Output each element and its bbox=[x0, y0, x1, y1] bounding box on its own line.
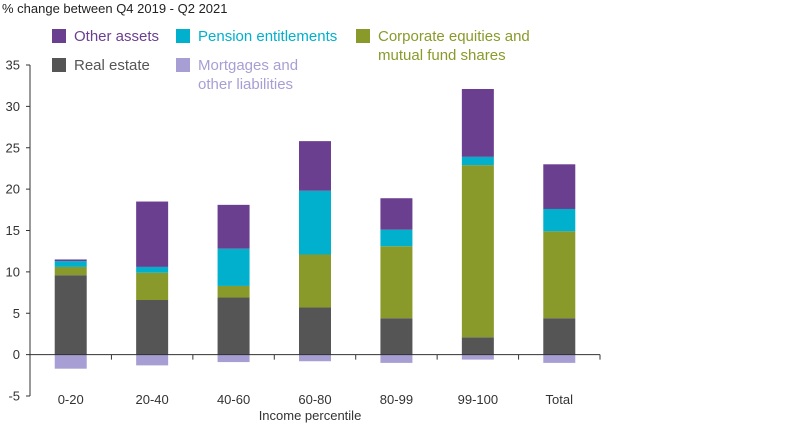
x-tick-label: 80-99 bbox=[380, 392, 413, 407]
legend-item-mortgages: Mortgages and other liabilities bbox=[176, 56, 298, 94]
bar-segment-80-99-series-1 bbox=[380, 246, 413, 319]
legend-item-real-estate: Real estate bbox=[52, 56, 150, 75]
bar-segment-60-80-series-2 bbox=[299, 190, 331, 255]
legend-item-corporate-equities: Corporate equities and mutual fund share… bbox=[356, 27, 530, 65]
legend-label-real-estate: Real estate bbox=[74, 57, 150, 74]
x-tick-label: 99-100 bbox=[458, 392, 498, 407]
bar-segment-99-100-series-1 bbox=[461, 165, 494, 338]
bar-segment-20-40-series-0 bbox=[136, 300, 169, 355]
bar-segment-0-20-series-0 bbox=[54, 275, 87, 355]
y-axis: 35 30 25 20 15 10 5 0 -5 bbox=[6, 58, 31, 404]
bar-segment-60-80-series-0 bbox=[299, 307, 331, 355]
x-axis: 0-20 20-40 40-60 60-80 80-99 99-100 Total bbox=[29, 354, 601, 407]
y-axis-title: % change between Q4 2019 - Q2 2021 bbox=[2, 1, 228, 16]
bar-segment-99-100-series-0 bbox=[461, 337, 494, 355]
legend-swatch-mortgages bbox=[176, 58, 190, 72]
bar-segment-20-40-series-2 bbox=[136, 266, 169, 273]
legend-swatch-corporate-equities bbox=[356, 29, 370, 43]
x-axis-title: Income percentile bbox=[258, 408, 362, 423]
legend-swatch-real-estate bbox=[52, 58, 66, 72]
legend-swatch-other-assets bbox=[52, 29, 66, 43]
bar-segment-0-20-series-2 bbox=[54, 261, 87, 267]
bar-segment-40-60-series-1 bbox=[217, 285, 250, 298]
y-tick-label: 10 bbox=[6, 264, 20, 279]
y-tick-label: 25 bbox=[6, 140, 20, 155]
legend-label-other-assets: Other assets bbox=[74, 28, 160, 45]
bar-segment-0-20-series-4 bbox=[54, 354, 87, 369]
bar-segment-99-100-series-2 bbox=[461, 156, 494, 166]
bar-segment-60-80-series-1 bbox=[299, 254, 331, 308]
bar-segment-40-60-series-4 bbox=[217, 354, 250, 363]
y-tick-label: -5 bbox=[8, 389, 20, 404]
x-tick-label: 60-80 bbox=[298, 392, 331, 407]
bar-segment-20-40-series-4 bbox=[136, 354, 169, 366]
bar-segment-40-60-series-0 bbox=[217, 297, 250, 355]
bar-segment-total-series-2 bbox=[543, 208, 576, 232]
bar-segment-total-series-4 bbox=[543, 354, 576, 363]
bars bbox=[54, 88, 576, 369]
bar-segment-99-100-series-3 bbox=[461, 88, 494, 157]
x-tick-label: 20-40 bbox=[136, 392, 169, 407]
bar-segment-60-80-series-4 bbox=[299, 354, 331, 362]
bar-segment-total-series-1 bbox=[543, 231, 576, 319]
bar-segment-20-40-series-3 bbox=[136, 201, 169, 267]
y-tick-label: 30 bbox=[6, 99, 20, 114]
bar-segment-20-40-series-1 bbox=[136, 272, 169, 301]
x-tick-label: 0-20 bbox=[58, 392, 84, 407]
x-tick-label: Total bbox=[546, 392, 574, 407]
bar-segment-40-60-series-2 bbox=[217, 248, 250, 286]
bar-segment-0-20-series-3 bbox=[54, 259, 87, 262]
y-tick-label: 35 bbox=[6, 58, 20, 73]
legend-swatch-pension-entitlements bbox=[176, 29, 190, 43]
bar-segment-0-20-series-1 bbox=[54, 266, 87, 276]
legend-label-mortgages: Mortgages and other liabilities bbox=[198, 57, 299, 93]
y-tick-label: 0 bbox=[13, 347, 20, 362]
bar-segment-80-99-series-2 bbox=[380, 229, 413, 247]
bar-segment-99-100-series-4 bbox=[461, 354, 494, 360]
bar-segment-total-series-0 bbox=[543, 318, 576, 355]
legend-label-pension-entitlements: Pension entitlements bbox=[198, 28, 338, 45]
legend-item-other-assets: Other assets bbox=[52, 27, 159, 46]
x-tick-label: 40-60 bbox=[217, 392, 250, 407]
bar-segment-40-60-series-3 bbox=[217, 204, 250, 249]
bar-segment-80-99-series-0 bbox=[380, 318, 413, 355]
y-tick-label: 5 bbox=[13, 306, 20, 321]
legend-item-pension-entitlements: Pension entitlements bbox=[176, 27, 337, 46]
legend-label-corporate-equities: Corporate equities and mutual fund share… bbox=[378, 28, 530, 64]
bar-segment-80-99-series-3 bbox=[380, 198, 413, 230]
bar-segment-60-80-series-3 bbox=[299, 141, 331, 191]
bar-segment-total-series-3 bbox=[543, 164, 576, 209]
y-tick-label: 20 bbox=[6, 182, 20, 197]
y-tick-label: 15 bbox=[6, 223, 20, 238]
bar-segment-80-99-series-4 bbox=[380, 354, 413, 363]
